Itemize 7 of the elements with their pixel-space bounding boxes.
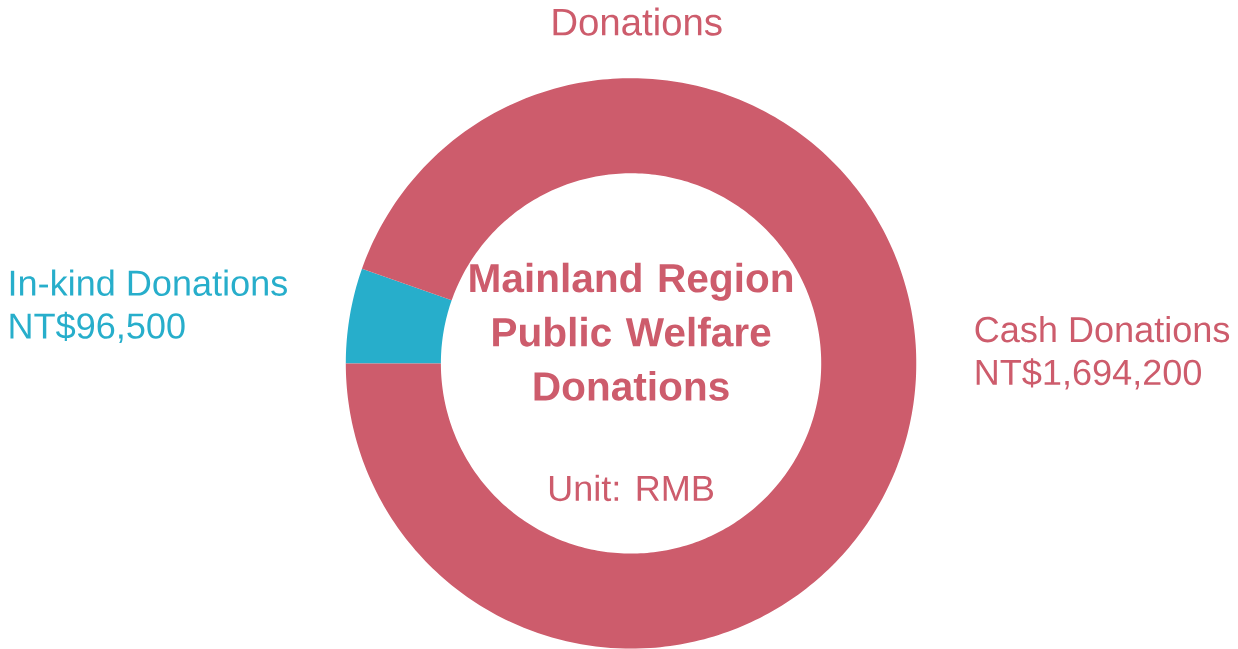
data-label: NT$96,500 bbox=[10, 311, 185, 344]
text: Unit: RMB bbox=[549, 474, 713, 502]
slice-label: In-kind Donations bbox=[10, 269, 287, 297]
text: Mainland Region Public Welfare Donations bbox=[470, 262, 793, 401]
chart-title: Donations bbox=[553, 7, 722, 36]
data-label: NT$1,694,200 bbox=[976, 358, 1201, 390]
slice-label: Cash Donations bbox=[975, 316, 1230, 343]
